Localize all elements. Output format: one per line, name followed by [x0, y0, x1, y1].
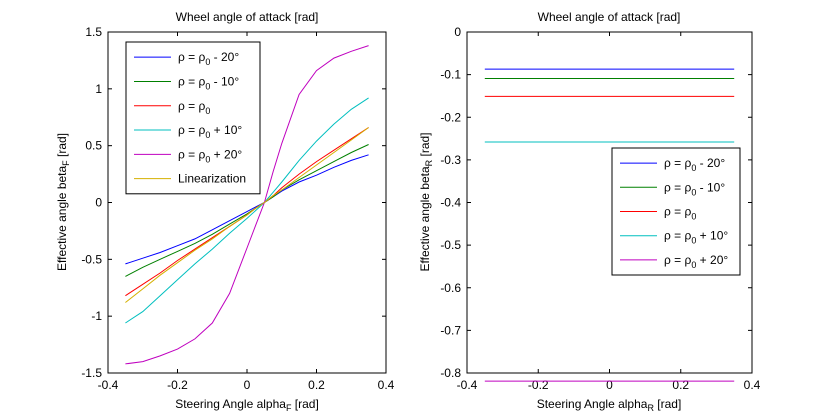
- right-x-axis-label-sub: R: [647, 403, 654, 413]
- left-x-axis-label-sub: F: [286, 403, 292, 413]
- left-legend-entry: ρ = ρ0 - 10°: [178, 74, 239, 91]
- left-y-axis-label-unit: [rad]: [55, 133, 69, 160]
- left-y-tick-label: 0.5: [85, 139, 102, 153]
- right-legend-entry: ρ = ρ0 + 20°: [664, 253, 728, 270]
- right-x-tick-label: -0.2: [528, 378, 549, 392]
- right-y-axis-label-main: Effective angle beta: [418, 166, 432, 272]
- left-legend-entry: ρ = ρ0: [178, 99, 210, 116]
- right-x-tick-label: 0.4: [744, 378, 761, 392]
- right-x-tick-label: 0.2: [672, 378, 689, 392]
- right-legend: ρ = ρ0 - 20° ρ = ρ0 - 10° ρ = ρ0 ρ = ρ0 + 1…: [611, 147, 741, 276]
- left-series-line-5: [125, 127, 369, 303]
- right-legend-entry: ρ = ρ0 - 10°: [664, 180, 725, 197]
- right-legend-entry: ρ = ρ0 - 20°: [664, 156, 725, 173]
- right-legend-box: [611, 147, 741, 276]
- right-y-tick-label: -0.8: [440, 366, 461, 380]
- left-legend-entry: ρ = ρ0 + 10°: [178, 123, 242, 140]
- right-x-tick-label: -0.4: [457, 378, 478, 392]
- right-y-tick-label: -0.6: [440, 281, 461, 295]
- right-chart: -0.4 -0.2 0 0.2 0.4 -0.8 -0.7 -0.6 -0.5 -0.4 -0.3 -…: [418, 10, 761, 413]
- left-y-axis-label: Effective angle betaF [rad]: [55, 133, 71, 271]
- right-y-tick-label: -0.3: [440, 153, 461, 167]
- right-x-axis-label: Steering Angle alphaR [rad]: [537, 397, 682, 413]
- left-legend-entry: ρ = ρ0 + 20°: [178, 147, 242, 164]
- right-y-tick-label: -0.4: [440, 196, 461, 210]
- left-y-tick-label: -1.5: [81, 366, 102, 380]
- left-x-tick-label: 0.4: [378, 378, 395, 392]
- left-y-tick-label: 0: [95, 196, 102, 210]
- right-chart-title: Wheel angle of attack [rad]: [538, 10, 681, 24]
- right-y-tick-label: -0.1: [440, 68, 461, 82]
- left-x-tick-label: -0.4: [98, 378, 119, 392]
- left-y-tick-label: 1: [95, 82, 102, 96]
- right-y-tick-label: -0.2: [440, 110, 461, 124]
- left-series-line-0: [125, 154, 369, 265]
- left-x-axis-label: Steering Angle alphaF [rad]: [175, 397, 319, 413]
- right-x-axis-label-main: Steering Angle alpha: [537, 397, 648, 411]
- left-y-axis-label-main: Effective angle beta: [55, 166, 69, 272]
- right-x-tick-label: 0: [606, 378, 613, 392]
- left-series-lines: [125, 45, 369, 365]
- right-y-axis-label-unit: [rad]: [418, 132, 432, 159]
- left-legend-entry: ρ = ρ0 - 20°: [178, 50, 239, 67]
- left-series-line-3: [125, 97, 369, 324]
- left-y-tick-label: 1.5: [85, 25, 102, 39]
- left-x-axis-label-main: Steering Angle alpha: [175, 397, 286, 411]
- right-y-axis-label-sub: R: [424, 159, 434, 166]
- left-series-line-4: [125, 45, 369, 365]
- left-chart-title: Wheel angle of attack [rad]: [176, 10, 319, 24]
- right-legend-entry: ρ = ρ0: [664, 205, 696, 222]
- left-x-axis-label-unit: [rad]: [291, 397, 318, 411]
- right-y-tick-label: -0.5: [440, 238, 461, 252]
- left-y-axis-label-sub: F: [61, 160, 71, 166]
- left-chart: -0.4 -0.2 0 0.2 0.4 -1.5 -1 -0.5 0 0.5 1 1.5 Wheel …: [55, 10, 395, 413]
- left-y-tick-label: -1: [91, 309, 102, 323]
- left-x-tick-label: 0: [244, 378, 251, 392]
- right-legend-entry: ρ = ρ0 + 10°: [664, 229, 728, 246]
- left-legend-box: [125, 41, 261, 195]
- right-y-axis-label: Effective angle betaR [rad]: [418, 132, 434, 271]
- right-y-tick-label: -0.7: [440, 323, 461, 337]
- right-series-lines: [484, 68, 735, 382]
- left-legend-entry: Linearization: [178, 172, 246, 186]
- left-legend: ρ = ρ0 - 20° ρ = ρ0 - 10° ρ = ρ0 ρ = ρ0 + 1…: [125, 41, 261, 195]
- left-x-tick-label: -0.2: [167, 378, 188, 392]
- right-y-tick-label: 0: [454, 25, 461, 39]
- left-x-tick-label: 0.2: [308, 378, 325, 392]
- right-x-axis-label-unit: [rad]: [654, 397, 681, 411]
- left-y-tick-label: -0.5: [81, 252, 102, 266]
- left-ticks: -0.4 -0.2 0 0.2 0.4 -1.5 -1 -0.5 0 0.5 1 1.5: [81, 25, 394, 392]
